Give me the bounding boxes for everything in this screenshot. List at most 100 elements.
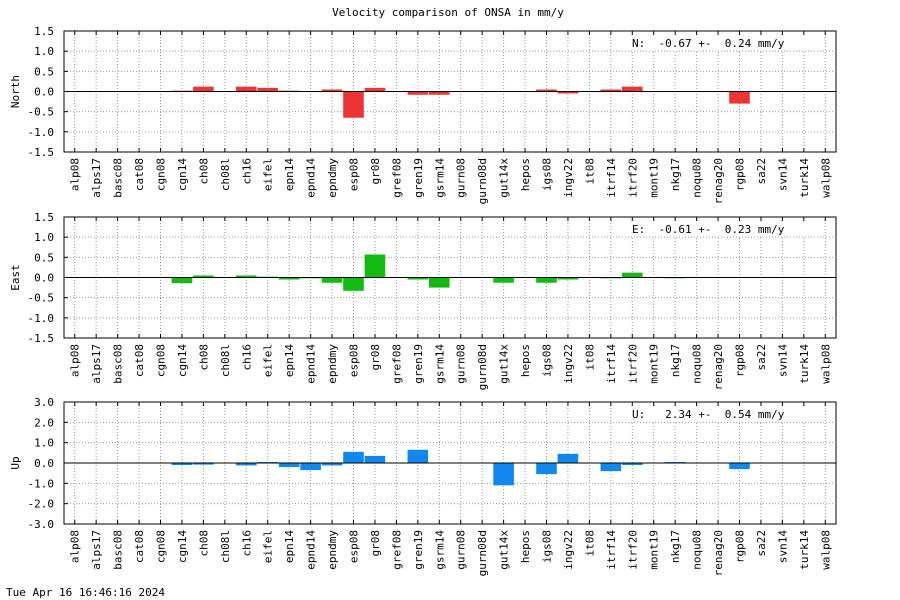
x-tick-label: cgn08: [155, 344, 168, 377]
bar-cgn14: [171, 277, 193, 284]
x-tick-label: epnd14: [305, 530, 318, 570]
x-tick-label: svn14: [776, 530, 789, 563]
x-tick-label: cgn08: [155, 158, 168, 191]
x-tick-label: alp08: [69, 344, 82, 377]
x-tick-label: hepos: [519, 158, 532, 191]
y-tick-label: 0.0: [34, 86, 54, 99]
x-tick-label: cgn14: [176, 158, 189, 191]
x-tick-label: walp08: [819, 344, 832, 384]
y-tick-label: -3.0: [28, 518, 55, 531]
x-tick-label: epn14: [283, 344, 296, 377]
y-axis-label: East: [9, 264, 22, 291]
x-tick-label: gsrm14: [433, 530, 446, 570]
x-tick-label: ch08: [197, 344, 210, 371]
chart-panel-east: 1.5 1.0 0.5 0.0 -0.5 -1.0 -1.5 alp08 alps17 basc0…: [9, 211, 837, 390]
x-tick-label: renag20: [712, 530, 725, 576]
x-tick-label: epndmy: [326, 158, 339, 198]
x-tick-label: noqu08: [691, 344, 704, 384]
x-tick-label: sa22: [755, 530, 768, 557]
bar-gren19: [407, 277, 429, 280]
x-tick-label: gsrm14: [433, 158, 446, 198]
mean-annotation: N: -0.67 +- 0.24 mm/y: [632, 37, 785, 50]
bar-esp08: [343, 277, 364, 291]
x-tick-label: epn14: [283, 530, 296, 563]
x-tick-label: ch16: [240, 158, 253, 185]
bar-gren19: [407, 91, 429, 95]
x-tick-label: gut14x: [498, 158, 511, 198]
x-tick-label: ch08: [197, 158, 210, 185]
x-tick-label: eifel: [262, 344, 275, 377]
x-tick-label: gr08: [369, 530, 382, 557]
bar-ch16: [235, 275, 257, 278]
x-tick-label: nkg17: [669, 344, 682, 377]
x-tick-label: turk14: [798, 158, 811, 198]
bar-gut14x: [493, 463, 514, 486]
x-tick-label: itrf20: [626, 530, 639, 570]
y-axis-label: Up: [9, 456, 22, 469]
bar-gr08: [364, 87, 386, 92]
x-tick-label: ingv22: [562, 530, 575, 570]
bar-itrf14: [600, 463, 622, 472]
bar-nkg17: [664, 461, 686, 463]
x-tick-label: cgn14: [176, 344, 189, 377]
x-tick-label: walp08: [819, 530, 832, 570]
x-tick-label: basc08: [112, 158, 125, 198]
x-tick-label: gurn08d: [476, 158, 489, 204]
bar-ch08: [193, 463, 214, 465]
x-tick-label: cat08: [133, 530, 146, 563]
y-tick-label: -1.0: [28, 126, 55, 139]
x-tick-label: igs08: [541, 530, 554, 563]
x-tick-label: ch08: [197, 530, 210, 557]
chart-title: Velocity comparison of ONSA in mm/y: [332, 6, 564, 19]
bar-gr08: [364, 254, 386, 278]
x-tick-label: rgp08: [734, 344, 747, 377]
x-tick-label: ch08l: [219, 530, 232, 563]
x-tick-label: itrf14: [605, 158, 618, 198]
x-tick-label: esp08: [348, 158, 361, 191]
x-tick-label: ch08l: [219, 344, 232, 377]
bar-eifel: [257, 87, 279, 92]
y-tick-label: 0.5: [34, 65, 54, 78]
x-tick-label: walp08: [819, 158, 832, 198]
y-tick-label: -0.5: [28, 106, 55, 119]
timestamp-footer: Tue Apr 16 16:46:16 2024: [6, 586, 165, 599]
bar-epn14: [278, 277, 300, 280]
bar-igs08: [536, 89, 557, 92]
x-tick-label: hepos: [519, 344, 532, 377]
y-tick-label: -1.5: [28, 146, 55, 159]
x-tick-label: it08: [583, 530, 596, 557]
x-tick-label: gurn08: [455, 158, 468, 198]
bar-esp08: [343, 91, 364, 118]
x-tick-label: rgp08: [734, 158, 747, 191]
x-tick-label: itrf20: [626, 344, 639, 384]
x-tick-label: itrf20: [626, 158, 639, 198]
x-tick-label: hepos: [519, 530, 532, 563]
x-tick-label: renag20: [712, 344, 725, 390]
x-tick-label: gurn08d: [476, 530, 489, 576]
x-tick-label: igs08: [541, 158, 554, 191]
y-tick-label: 1.5: [34, 25, 54, 38]
x-tick-label: gref08: [390, 158, 403, 198]
x-tick-label: cgn08: [155, 530, 168, 563]
chart-panel-up: 3.0 2.0 1.0 0.0 -1.0 -2.0 -3.0 alp08 alps17 basc0…: [9, 396, 837, 576]
bar-igs08: [536, 277, 557, 283]
x-tick-label: eifel: [262, 158, 275, 191]
y-tick-label: -1.0: [28, 477, 55, 490]
bar-gsrm14: [428, 91, 450, 95]
x-tick-label: basc08: [112, 344, 125, 384]
x-tick-label: sa22: [755, 344, 768, 371]
bar-esp08: [343, 451, 364, 463]
x-tick-label: nkg17: [669, 158, 682, 191]
bar-eifel: [257, 461, 279, 463]
y-tick-label: -0.5: [28, 292, 55, 305]
x-tick-label: ingv22: [562, 344, 575, 384]
x-tick-label: mont19: [648, 530, 661, 570]
bar-gren19: [407, 449, 429, 463]
x-tick-label: itrf14: [605, 530, 618, 570]
chart-panel-north: 1.5 1.0 0.5 0.0 -0.5 -1.0 -1.5 alp08 alps17 basc0…: [9, 25, 837, 204]
x-tick-label: renag20: [712, 158, 725, 204]
x-tick-label: cat08: [133, 158, 146, 191]
bar-igs08: [536, 463, 557, 475]
x-tick-label: basc08: [112, 530, 125, 570]
bar-epndmy: [321, 277, 343, 283]
